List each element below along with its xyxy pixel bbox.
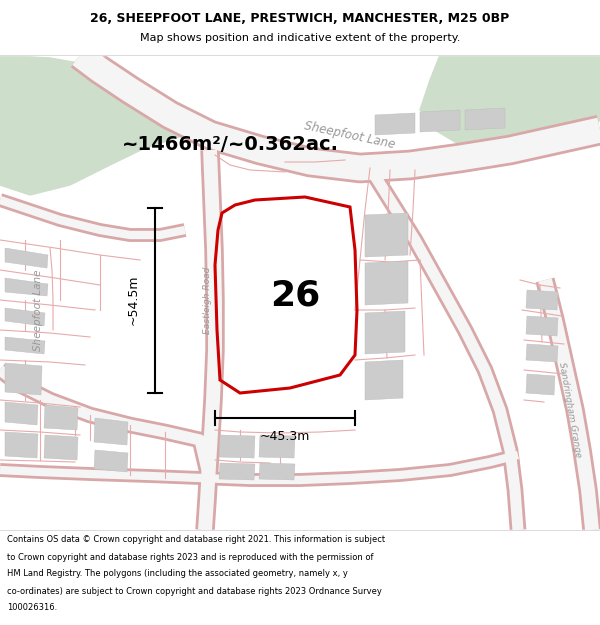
Polygon shape [5, 432, 38, 458]
Polygon shape [94, 418, 128, 445]
Text: 26, SHEEPFOOT LANE, PRESTWICH, MANCHESTER, M25 0BP: 26, SHEEPFOOT LANE, PRESTWICH, MANCHESTE… [91, 11, 509, 24]
Polygon shape [365, 261, 408, 305]
Polygon shape [44, 435, 78, 460]
Text: Sheepfoot Lane: Sheepfoot Lane [304, 119, 397, 151]
Text: Sheepfoot Lane: Sheepfoot Lane [33, 269, 43, 351]
Polygon shape [5, 248, 48, 268]
Text: 26: 26 [270, 278, 320, 312]
Text: 100026316.: 100026316. [7, 604, 57, 612]
Polygon shape [219, 435, 255, 458]
Bar [0, 0, 600, 55]
Polygon shape [420, 110, 460, 132]
Polygon shape [5, 363, 42, 395]
Text: Eastleigh Road: Eastleigh Road [203, 266, 212, 334]
Polygon shape [5, 402, 38, 425]
Polygon shape [365, 311, 405, 354]
Text: HM Land Registry. The polygons (including the associated geometry, namely x, y: HM Land Registry. The polygons (includin… [7, 569, 348, 579]
Polygon shape [365, 213, 408, 257]
Polygon shape [0, 55, 185, 195]
Polygon shape [219, 463, 255, 480]
Polygon shape [259, 463, 295, 480]
Polygon shape [526, 374, 555, 395]
Polygon shape [526, 290, 558, 310]
Polygon shape [375, 113, 415, 135]
Polygon shape [259, 435, 295, 458]
Polygon shape [94, 450, 128, 472]
Polygon shape [44, 405, 78, 430]
Polygon shape [420, 55, 600, 150]
Polygon shape [5, 278, 48, 296]
Text: ~45.3m: ~45.3m [260, 429, 310, 442]
Text: Sandringham Grange: Sandringham Grange [557, 362, 583, 458]
Text: Map shows position and indicative extent of the property.: Map shows position and indicative extent… [140, 33, 460, 43]
Polygon shape [5, 337, 45, 354]
Polygon shape [526, 316, 558, 336]
Bar [0, 55, 600, 530]
Polygon shape [5, 308, 45, 326]
Text: ~54.5m: ~54.5m [127, 275, 139, 325]
Polygon shape [365, 360, 403, 400]
Text: to Crown copyright and database rights 2023 and is reproduced with the permissio: to Crown copyright and database rights 2… [7, 552, 373, 561]
Polygon shape [526, 344, 558, 362]
Text: ~1466m²/~0.362ac.: ~1466m²/~0.362ac. [121, 136, 338, 154]
Text: Contains OS data © Crown copyright and database right 2021. This information is : Contains OS data © Crown copyright and d… [7, 536, 385, 544]
Bar [0, 530, 600, 625]
Polygon shape [465, 108, 505, 130]
Text: co-ordinates) are subject to Crown copyright and database rights 2023 Ordnance S: co-ordinates) are subject to Crown copyr… [7, 586, 382, 596]
